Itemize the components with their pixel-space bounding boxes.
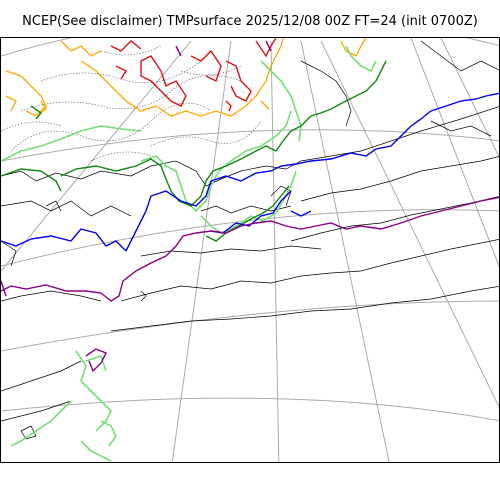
longitude-line — [410, 38, 499, 268]
dark-green-isotherms — [1, 60, 387, 242]
orange-isotherms — [5, 38, 367, 117]
coastlines — [1, 40, 499, 440]
latitude-line — [1, 209, 499, 267]
map-title: NCEP(See disclaimer) TMPsurface 2025/12/… — [22, 14, 478, 29]
longitude-line — [270, 40, 280, 462]
red-isotherms — [110, 38, 277, 112]
purple-isotherms — [1, 40, 499, 373]
latitude-line — [1, 129, 499, 162]
longitude-line — [300, 40, 390, 462]
longitude-line — [1, 40, 192, 272]
temperature-map — [1, 38, 499, 462]
latitude-line — [1, 300, 499, 352]
blue-isotherms — [1, 92, 499, 252]
latitude-line — [1, 397, 499, 422]
map-panel[interactable] — [0, 37, 500, 463]
longitude-line — [320, 40, 499, 409]
latitude-line — [1, 38, 499, 57]
longitude-line — [171, 40, 232, 462]
